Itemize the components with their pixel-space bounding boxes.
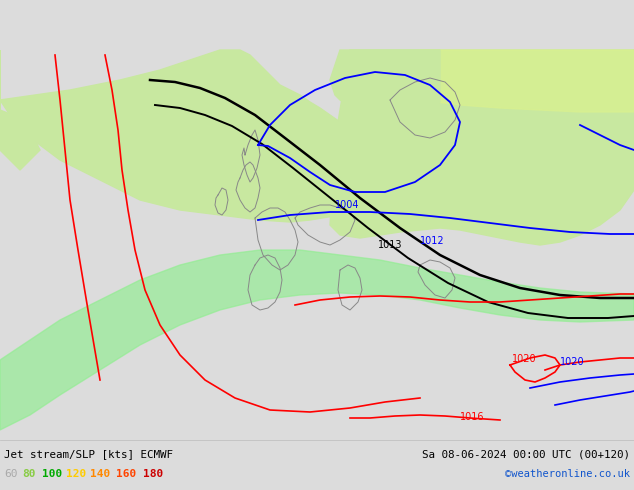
Polygon shape — [0, 250, 634, 430]
Text: Sa 08-06-2024 00:00 UTC (00+120): Sa 08-06-2024 00:00 UTC (00+120) — [422, 449, 630, 459]
Polygon shape — [0, 50, 380, 222]
Text: 180: 180 — [143, 469, 163, 479]
Text: 1020: 1020 — [512, 354, 536, 364]
Polygon shape — [330, 50, 440, 120]
Polygon shape — [0, 50, 40, 170]
Text: ©weatheronline.co.uk: ©weatheronline.co.uk — [505, 469, 630, 479]
Text: 1016: 1016 — [460, 412, 484, 422]
Text: 1013: 1013 — [378, 240, 403, 250]
Polygon shape — [330, 50, 634, 245]
Text: 80: 80 — [22, 469, 36, 479]
Bar — [0, 440, 634, 490]
Text: Jet stream/SLP [kts] ECMWF: Jet stream/SLP [kts] ECMWF — [4, 449, 173, 459]
Text: 60: 60 — [4, 469, 18, 479]
Text: 160: 160 — [116, 469, 136, 479]
Text: 1020: 1020 — [560, 357, 585, 367]
Polygon shape — [420, 50, 634, 112]
Polygon shape — [505, 50, 634, 170]
Text: 1004: 1004 — [335, 200, 359, 210]
Text: 1012: 1012 — [420, 236, 444, 246]
Text: 140: 140 — [90, 469, 110, 479]
Text: 120: 120 — [66, 469, 86, 479]
Text: 100: 100 — [42, 469, 62, 479]
